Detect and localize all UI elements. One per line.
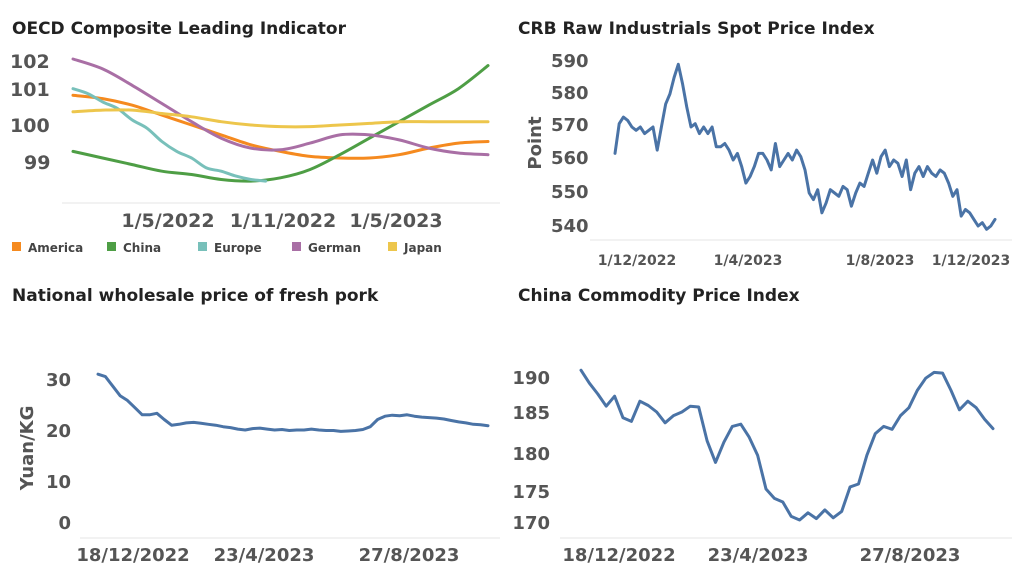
legend-swatch-america <box>12 242 21 251</box>
crb-ytick: 540 <box>551 216 589 237</box>
oecd-ytick: 101 <box>10 79 50 101</box>
crb-ytick: 590 <box>551 51 589 72</box>
legend-swatch-japan <box>388 242 397 251</box>
pork-y-axis-label: Yuan/KG <box>17 406 38 492</box>
ccpi-xtick: 18/12/2022 <box>562 545 675 566</box>
pork-ytick: 10 <box>46 472 71 493</box>
ccpi-ytick: 190 <box>512 368 550 389</box>
ccpi-ytick: 170 <box>512 513 550 534</box>
ccpi-x-ticks: 18/12/2022 23/4/2023 27/8/2023 <box>562 545 960 566</box>
crb-series-lines <box>613 62 997 231</box>
oecd-xtick: 1/11/2022 <box>230 210 336 232</box>
ccpi-ytick: 185 <box>512 403 550 424</box>
crb-ytick: 560 <box>551 148 589 169</box>
series-line-japan <box>71 108 490 129</box>
pork-series-line <box>96 372 490 433</box>
pork-ytick: 0 <box>58 513 71 534</box>
crb-ytick: 550 <box>551 182 589 203</box>
series-line-europe <box>71 87 268 183</box>
crb-xtick: 1/12/2022 <box>598 253 676 269</box>
ccpi-series-line <box>579 368 995 522</box>
ccpi-xtick: 23/4/2023 <box>708 545 809 566</box>
oecd-y-ticks: 102 101 100 99 <box>10 51 50 174</box>
crb-panel: CRB Raw Industrials Spot Price Index Poi… <box>518 19 1012 269</box>
oecd-series-lines <box>71 57 490 183</box>
legend-label-china: China <box>123 241 161 255</box>
ccpi-series-lines <box>579 368 995 522</box>
ccpi-ytick: 180 <box>512 444 550 465</box>
legend-swatch-china <box>107 242 116 251</box>
pork-xtick: 27/8/2023 <box>359 545 460 566</box>
ccpi-ytick: 175 <box>512 482 550 503</box>
legend-swatch-german <box>292 242 301 251</box>
crb-xtick: 1/8/2023 <box>846 253 915 269</box>
oecd-x-ticks: 1/5/2022 1/11/2022 1/5/2023 <box>121 210 442 232</box>
legend-label-german: German <box>308 241 361 255</box>
crb-ytick: 580 <box>551 83 589 104</box>
pork-panel: National wholesale price of fresh pork Y… <box>12 286 500 566</box>
crb-x-ticks: 1/12/2022 1/4/2023 1/8/2023 1/12/2023 <box>598 253 1010 269</box>
crb-ytick: 570 <box>551 115 589 136</box>
oecd-ytick: 102 <box>10 51 50 73</box>
pork-xtick: 23/4/2023 <box>214 545 315 566</box>
pork-x-ticks: 18/12/2022 23/4/2023 27/8/2023 <box>76 545 459 566</box>
ccpi-panel: China Commodity Price Index 190 185 180 … <box>512 286 1012 566</box>
crb-y-axis-label: Point <box>525 116 546 170</box>
legend-label-japan: Japan <box>403 241 442 255</box>
legend-swatch-europe <box>198 242 207 251</box>
pork-ytick: 30 <box>46 370 71 391</box>
oecd-xtick: 1/5/2022 <box>121 210 214 232</box>
oecd-title: OECD Composite Leading Indicator <box>12 19 347 39</box>
ccpi-title: China Commodity Price Index <box>518 286 800 306</box>
oecd-panel: OECD Composite Leading Indicator 102 101… <box>10 19 500 255</box>
oecd-legend: America China Europe German Japan <box>12 241 442 255</box>
series-line-german <box>71 57 490 157</box>
pork-ytick: 20 <box>46 421 71 442</box>
oecd-ytick: 100 <box>10 115 50 137</box>
series-line-america <box>71 93 490 160</box>
crb-series-line <box>613 62 997 231</box>
ccpi-y-ticks: 190 185 180 175 170 <box>512 368 550 534</box>
pork-series-lines <box>96 372 490 433</box>
series-line-china <box>71 64 490 183</box>
legend-label-america: America <box>28 241 83 255</box>
legend-label-europe: Europe <box>214 241 262 255</box>
crb-title: CRB Raw Industrials Spot Price Index <box>518 19 875 39</box>
oecd-xtick: 1/5/2023 <box>349 210 442 232</box>
crb-xtick: 1/12/2023 <box>932 253 1010 269</box>
pork-xtick: 18/12/2022 <box>76 545 189 566</box>
crb-y-ticks: 590 580 570 560 550 540 <box>551 51 589 237</box>
crb-xtick: 1/4/2023 <box>714 253 783 269</box>
pork-title: National wholesale price of fresh pork <box>12 286 379 306</box>
oecd-ytick: 99 <box>24 152 50 174</box>
pork-y-ticks: 30 20 10 0 <box>46 370 71 534</box>
ccpi-xtick: 27/8/2023 <box>860 545 961 566</box>
